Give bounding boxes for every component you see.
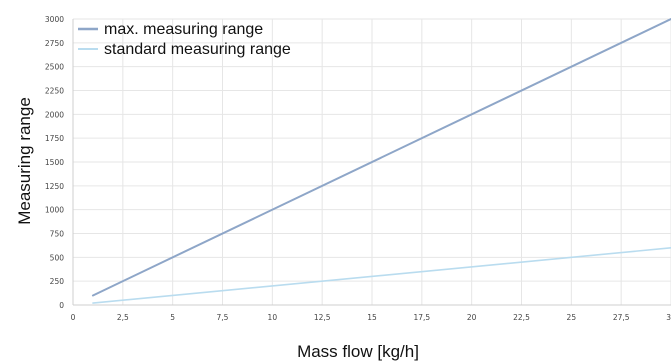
x-tick-label: 12,5 — [314, 313, 331, 322]
x-tick-label: 22,5 — [513, 313, 530, 322]
y-tick-label: 500 — [50, 253, 65, 262]
axis-layer — [72, 19, 671, 306]
y-tick-label: 2000 — [45, 110, 64, 119]
x-tick-label: 17,5 — [413, 313, 430, 322]
y-tick-label: 2250 — [45, 87, 64, 96]
y-tick-label: 2750 — [45, 39, 64, 48]
y-tick-label: 2500 — [45, 63, 64, 72]
x-tick-label: 2,5 — [117, 313, 129, 322]
x-tick-label: 3 — [666, 313, 671, 322]
x-axis-title: Mass flow [kg/h] — [297, 342, 419, 361]
y-tick-label: 1250 — [45, 182, 64, 191]
x-tick-label: 20 — [467, 313, 477, 322]
x-tick-label: 7,5 — [217, 313, 229, 322]
x-tick-label: 27,5 — [613, 313, 630, 322]
y-tick-label: 3000 — [45, 15, 64, 24]
y-tick-label: 1500 — [45, 158, 64, 167]
y-tick-label: 750 — [50, 230, 65, 239]
x-tick-label: 0 — [71, 313, 76, 322]
x-tick-label: 10 — [268, 313, 278, 322]
series-line-max-measuring-range — [91, 18, 671, 297]
y-tick-label: 250 — [50, 277, 65, 286]
y-tick-label: 0 — [59, 301, 64, 310]
y-tick-label: 1750 — [45, 134, 64, 143]
series-line-standard-measuring-range — [92, 247, 671, 304]
legend-label: standard measuring range — [104, 41, 291, 58]
x-tick-label: 5 — [170, 313, 175, 322]
tick-layer: 0250500750100012501500175020002250250027… — [45, 15, 671, 322]
legend: max. measuring range standard measuring r… — [78, 21, 291, 58]
legend-label: max. measuring range — [104, 21, 263, 38]
series-layer — [91, 18, 671, 304]
y-axis-title: Measuring range — [15, 97, 34, 225]
y-tick-label: 1000 — [45, 206, 64, 215]
x-tick-label: 15 — [367, 313, 377, 322]
x-tick-label: 25 — [567, 313, 577, 322]
